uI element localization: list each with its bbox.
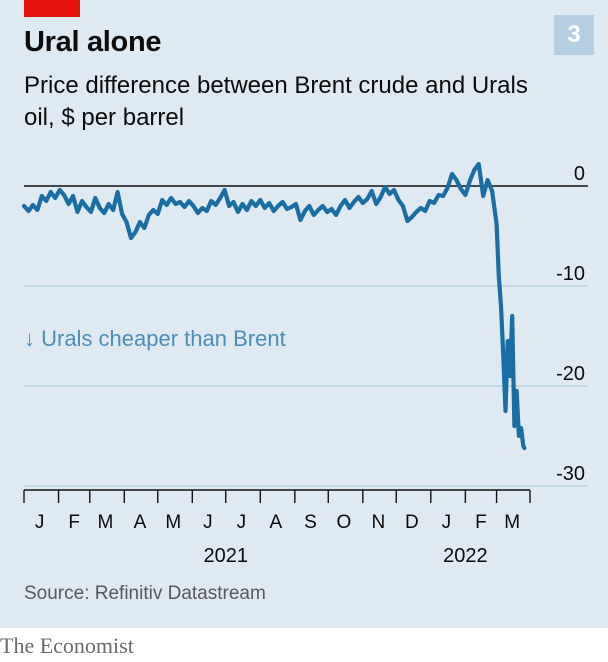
x-tick-label: M [504, 512, 520, 533]
annotation-label: ↓ Urals cheaper than Brent [24, 326, 286, 351]
x-tick-label: S [304, 512, 317, 533]
y-tick-label: -30 [556, 463, 585, 485]
chart-panel [0, 0, 608, 628]
x-tick-label: F [475, 512, 487, 533]
y-tick-label: 0 [574, 163, 585, 185]
x-tick-label: O [336, 512, 351, 533]
chart-title: Ural alone [24, 26, 162, 58]
series-line [21, 161, 527, 451]
y-tick-label: -10 [556, 263, 585, 285]
chart-subtitle: Price difference between Brent crude and… [24, 72, 528, 131]
x-tick-label: J [237, 512, 247, 533]
source-note: Source: Refinitiv Datastream [24, 583, 266, 604]
x-tick-label: A [134, 512, 147, 533]
brand-logo: The Economist [0, 633, 134, 658]
year-label: 2021 [203, 545, 248, 567]
x-tick-label: J [442, 512, 452, 533]
x-tick-label: A [270, 512, 283, 533]
x-tick-label: M [97, 512, 113, 533]
chart-number-badge: 3 [554, 15, 594, 55]
red-tag-logo [24, 0, 80, 17]
y-tick-label: -20 [556, 363, 585, 385]
year-label: 2022 [443, 545, 488, 567]
x-tick-label: F [68, 512, 80, 533]
x-tick-label: J [203, 512, 213, 533]
x-tick-label: J [35, 512, 45, 533]
x-tick-label: D [405, 512, 419, 533]
x-tick-label: M [165, 512, 181, 533]
x-tick-label: N [372, 512, 386, 533]
